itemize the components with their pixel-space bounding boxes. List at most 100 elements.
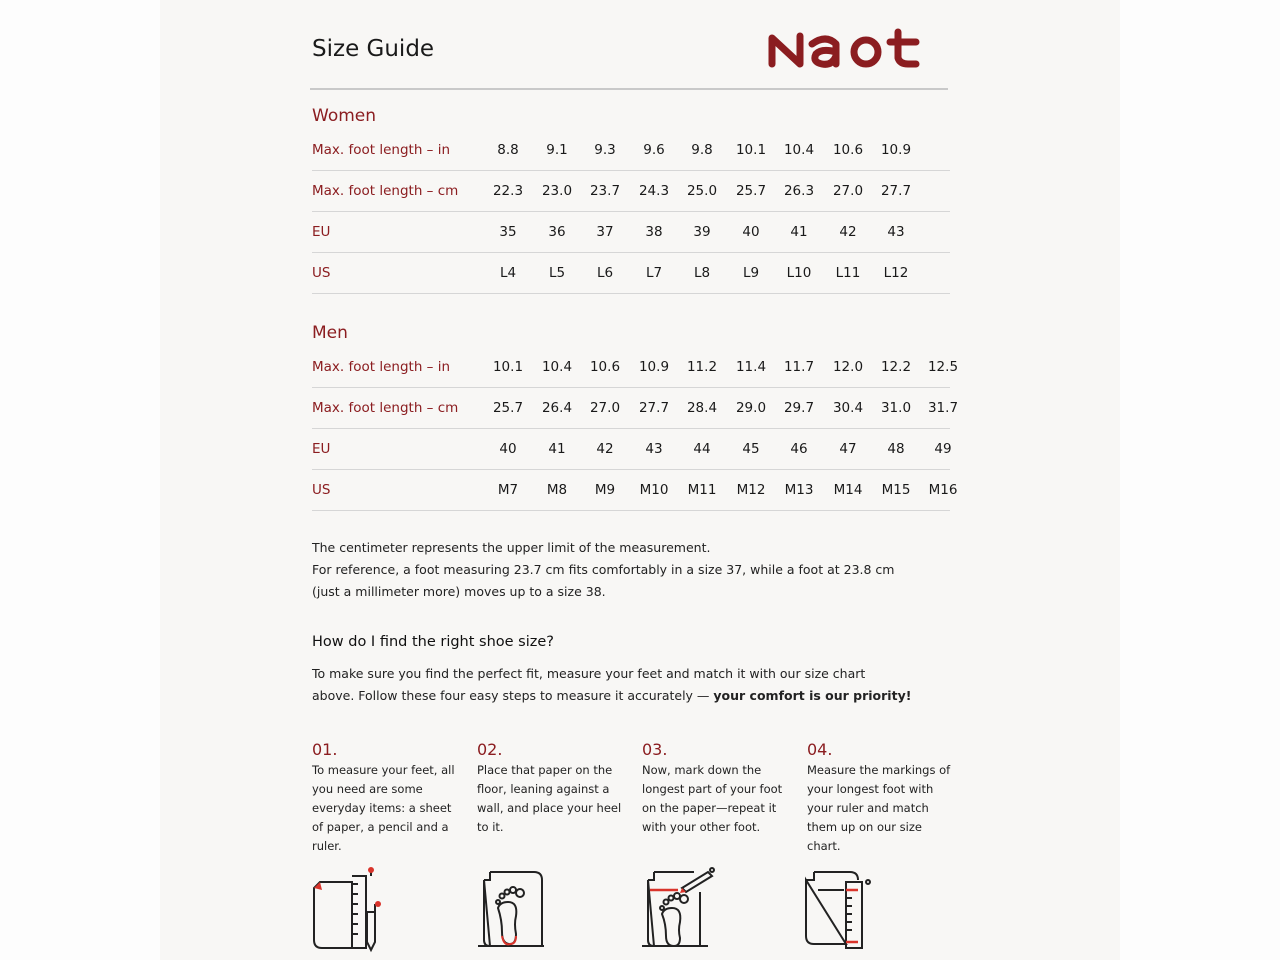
naot-logo xyxy=(766,26,946,81)
note-line: For reference, a foot measuring 23.7 cm … xyxy=(312,562,895,577)
men-size-table: Max. foot length – in 10.1 10.4 10.6 10.9 11.… xyxy=(312,347,958,511)
step-4: 04. Measure the markings of your longest… xyxy=(807,740,957,856)
step-2: 02. Place that paper on the floor, leani… xyxy=(477,740,627,837)
table-row: Max. foot length – in 10.1 10.4 10.6 10.9 11.… xyxy=(312,347,958,388)
men-heading: Men xyxy=(312,323,348,343)
table-row: US L4 L5 L6 L7 L8 L9 L10 L11 L12 xyxy=(312,253,950,294)
size-cell: 49 xyxy=(934,441,952,457)
size-cell: 38 xyxy=(645,224,663,240)
row-label: Max. foot length – cm xyxy=(312,400,459,416)
women-size-table: Max. foot length – in 8.8 9.1 9.3 9.6 9.8 10.1… xyxy=(312,130,950,294)
table-row: EU 35 36 37 38 39 40 41 42 43 xyxy=(312,212,950,253)
size-cell: 40 xyxy=(499,441,517,457)
size-cell: 41 xyxy=(548,441,566,457)
paper-pencil-ruler-icon xyxy=(313,867,381,953)
size-cell: 41 xyxy=(790,224,808,240)
step-text: Place that paper on the floor, leaning a… xyxy=(477,763,622,834)
size-cell: 9.8 xyxy=(691,142,713,158)
step-3: 03. Now, mark down the longest part of y… xyxy=(642,740,792,837)
size-cell: 9.1 xyxy=(546,142,568,158)
table-row: Max. foot length – cm 22.3 23.0 23.7 24.3 25.… xyxy=(312,171,950,212)
size-cell: M9 xyxy=(594,482,616,498)
size-cell: 39 xyxy=(693,224,711,240)
size-cell: 23.0 xyxy=(541,183,573,199)
size-cell: 47 xyxy=(839,441,857,457)
size-cell: 10.9 xyxy=(638,359,670,375)
row-label: Max. foot length – in xyxy=(312,142,451,158)
howto-line: To make sure you find the perfect fit, m… xyxy=(312,666,866,681)
size-cell: 11.4 xyxy=(735,359,767,375)
size-cell: 43 xyxy=(887,224,905,240)
size-cell: M11 xyxy=(687,482,717,498)
size-guide-page: Size Guide Women Max. foot length – in 8.… xyxy=(160,0,1120,960)
size-cell: 42 xyxy=(596,441,614,457)
size-cell: 10.9 xyxy=(880,142,912,158)
size-cell: 22.3 xyxy=(492,183,524,199)
howto-emphasis: your comfort is our priority! xyxy=(713,688,912,703)
size-cell: 23.7 xyxy=(589,183,621,199)
size-cell: 42 xyxy=(839,224,857,240)
step-number: 02. xyxy=(477,740,503,759)
step-number: 04. xyxy=(807,740,833,759)
size-cell: L11 xyxy=(835,265,861,281)
size-cell: 27.7 xyxy=(638,400,670,416)
size-cell: 30.4 xyxy=(832,400,864,416)
howto-line: above. Follow these four easy steps to m… xyxy=(312,688,714,703)
size-cell: L6 xyxy=(596,265,614,281)
size-cell: L8 xyxy=(693,265,711,281)
size-cell: 31.7 xyxy=(927,400,959,416)
size-cell: L12 xyxy=(883,265,909,281)
table-row: Max. foot length – cm 25.7 26.4 27.0 27.7 28.… xyxy=(312,388,958,429)
row-label: US xyxy=(312,482,331,498)
size-cell: 10.1 xyxy=(735,142,767,158)
size-cell: 37 xyxy=(596,224,614,240)
size-cell: L9 xyxy=(742,265,760,281)
step-number: 03. xyxy=(642,740,668,759)
step-1: 01. To measure your feet, all you need a… xyxy=(312,740,462,856)
size-cell: 12.5 xyxy=(927,359,959,375)
size-cell: 9.6 xyxy=(643,142,665,158)
size-cell: 35 xyxy=(499,224,517,240)
size-cell: 29.0 xyxy=(735,400,767,416)
size-cell: 10.4 xyxy=(541,359,573,375)
size-cell: 10.4 xyxy=(783,142,815,158)
size-cell: L7 xyxy=(645,265,663,281)
size-cell: 27.0 xyxy=(832,183,864,199)
size-cell: M15 xyxy=(881,482,911,498)
mark-foot-length-icon xyxy=(642,867,715,948)
page-title: Size Guide xyxy=(312,36,435,62)
row-label: Max. foot length – in xyxy=(312,359,451,375)
size-cell: 48 xyxy=(887,441,905,457)
step-text: Now, mark down the longest part of your … xyxy=(642,763,783,834)
size-cell: 46 xyxy=(790,441,808,457)
row-label: EU xyxy=(312,441,331,457)
header-divider xyxy=(310,88,948,90)
size-cell: 25.7 xyxy=(492,400,524,416)
size-cell: 27.7 xyxy=(880,183,912,199)
size-cell: L4 xyxy=(499,265,517,281)
size-cell: 10.6 xyxy=(589,359,621,375)
size-cell: M14 xyxy=(833,482,863,498)
size-cell: 45 xyxy=(742,441,760,457)
size-cell: 26.4 xyxy=(541,400,573,416)
size-cell: M12 xyxy=(736,482,766,498)
step-number: 01. xyxy=(312,740,338,759)
size-cell: 24.3 xyxy=(638,183,670,199)
size-cell: M7 xyxy=(497,482,519,498)
size-cell: 29.7 xyxy=(783,400,815,416)
table-row: Max. foot length – in 8.8 9.1 9.3 9.6 9.8 10.1… xyxy=(312,130,950,171)
size-cell: 10.6 xyxy=(832,142,864,158)
size-cell: 25.7 xyxy=(735,183,767,199)
size-cell: M8 xyxy=(546,482,568,498)
size-cell: 25.0 xyxy=(686,183,718,199)
size-cell: 28.4 xyxy=(686,400,718,416)
size-cell: 9.3 xyxy=(594,142,616,158)
row-label: US xyxy=(312,265,331,281)
size-cell: 36 xyxy=(548,224,566,240)
size-cell: L5 xyxy=(548,265,566,281)
size-cell: L10 xyxy=(786,265,812,281)
note-line: The centimeter represents the upper limi… xyxy=(312,540,711,555)
size-cell: 27.0 xyxy=(589,400,621,416)
size-cell: M10 xyxy=(639,482,669,498)
foot-on-paper-icon xyxy=(478,871,544,948)
